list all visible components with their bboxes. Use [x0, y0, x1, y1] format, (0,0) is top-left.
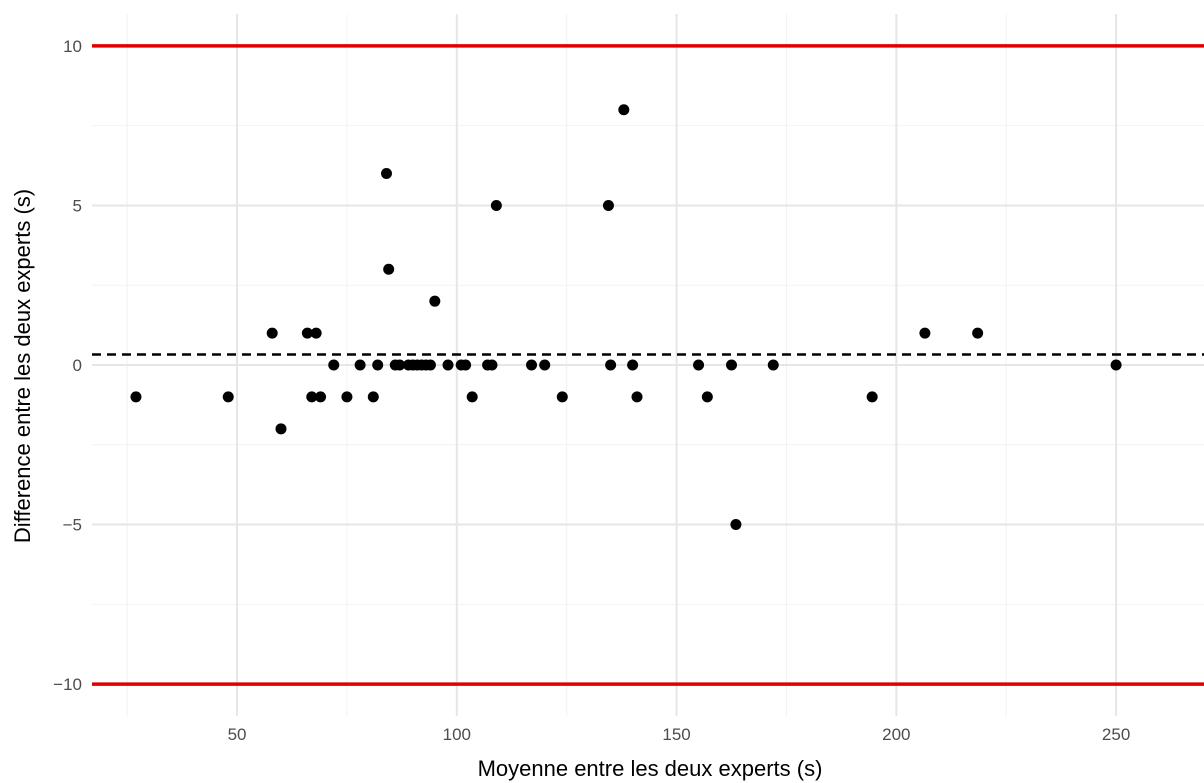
- data-point: [631, 391, 643, 403]
- data-point: [328, 359, 340, 371]
- data-point: [275, 423, 287, 435]
- data-point: [383, 263, 395, 275]
- data-point: [266, 327, 278, 339]
- data-point: [486, 359, 498, 371]
- x-tick-label: 100: [443, 725, 471, 744]
- x-axis-tick-labels: 50 100 150 200 250: [228, 725, 1131, 744]
- data-points: [130, 104, 1122, 531]
- data-point: [526, 359, 538, 371]
- data-point: [1110, 359, 1122, 371]
- data-point: [730, 519, 742, 531]
- data-point: [310, 327, 322, 339]
- data-point: [693, 359, 705, 371]
- data-point: [372, 359, 384, 371]
- data-point: [767, 359, 779, 371]
- data-point: [429, 295, 441, 307]
- data-point: [627, 359, 639, 371]
- data-point: [866, 391, 878, 403]
- x-tick-label: 50: [228, 725, 247, 744]
- data-point: [460, 359, 472, 371]
- x-tick-label: 250: [1102, 725, 1130, 744]
- y-tick-label: 10: [63, 37, 82, 56]
- data-point: [602, 199, 614, 211]
- data-point: [539, 359, 551, 371]
- data-point: [306, 391, 318, 403]
- data-point: [341, 391, 353, 403]
- data-point: [442, 359, 454, 371]
- x-tick-label: 150: [662, 725, 690, 744]
- data-point: [130, 391, 142, 403]
- data-point: [972, 327, 984, 339]
- data-point: [605, 359, 617, 371]
- data-point: [556, 391, 568, 403]
- data-point: [618, 104, 630, 116]
- data-point: [466, 391, 478, 403]
- x-tick-label: 200: [882, 725, 910, 744]
- data-point: [301, 327, 313, 339]
- data-point: [701, 391, 713, 403]
- data-point: [490, 199, 502, 211]
- major-gridlines: [92, 14, 1204, 716]
- data-point: [394, 359, 406, 371]
- data-point: [726, 359, 738, 371]
- data-point: [380, 168, 392, 180]
- reference-lines: [92, 44, 1204, 686]
- data-point: [367, 391, 379, 403]
- y-tick-label: 0: [73, 356, 82, 375]
- y-tick-label: −5: [63, 516, 82, 535]
- x-axis-title: Moyenne entre les deux experts (s): [478, 756, 823, 781]
- data-point: [315, 391, 327, 403]
- data-point: [424, 359, 436, 371]
- y-tick-label: 5: [73, 196, 82, 215]
- y-axis-title: Difference entre les deux experts (s): [10, 189, 35, 543]
- data-point: [354, 359, 366, 371]
- data-point: [222, 391, 234, 403]
- y-axis-tick-labels: −10 −5 0 5 10: [53, 37, 82, 694]
- y-tick-label: −10: [53, 675, 82, 694]
- data-point: [919, 327, 931, 339]
